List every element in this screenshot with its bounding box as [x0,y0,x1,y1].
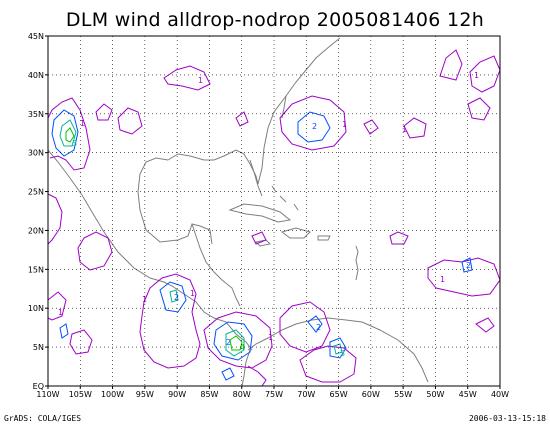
lat-tick-label: 20N [28,226,44,235]
contour-label: 1 [402,125,407,134]
contour-labels: 1 3 2 1 2 1 2 4 2 3 2 1 1 1 1 1 1 1 [58,71,479,358]
lon-tick-label: 80W [233,390,251,399]
lat-tick-label: 45N [28,32,44,41]
contour-label: 1 [190,289,195,298]
lon-tick-label: 75W [265,390,283,399]
lat-tick-label: 10N [28,304,44,313]
lat-tick-label: 25N [28,188,44,197]
credit-label: GrADS: COLA/IGES [4,414,82,423]
lon-tick-label: 70W [297,390,315,399]
contour-label: 1 [440,275,445,284]
contour-label: 3 [72,139,77,148]
contour-label: 1 [198,76,203,85]
contours-level-2 [51,109,473,381]
lon-tick-label: 65W [330,390,348,399]
contour-label: 1 [142,295,147,304]
lon-tick-label: 50W [426,390,444,399]
contour-label: 2 [312,122,317,131]
contour-label: 1 [342,120,347,129]
contour-label: 2 [226,338,231,347]
contour-label: 4 [240,343,245,352]
timestamp-label: 2006-03-13-15:18 [468,414,546,423]
lat-tick-labels: EQ 5N 10N 15N 20N 25N 30N 35N 40N 45N [28,32,48,391]
lat-tick-label: 15N [28,265,44,274]
lon-tick-label: 105W [69,390,92,399]
lon-tick-labels: 110W 105W 100W 95W 90W 85W 80W 75W 70W 65W 60W 55W 5… [36,386,509,399]
contour-label: 1 [58,308,63,317]
contours-level-1 [47,49,501,387]
contour-label: 3 [340,349,345,358]
lon-tick-label: 90W [168,390,186,399]
lat-tick-label: 30N [28,149,44,158]
map-title: DLM wind alldrop-nodrop 2005081406 12h [65,9,485,31]
lon-tick-label: 45W [459,390,477,399]
grid [48,36,500,386]
contours-level-4 [65,127,243,351]
lon-tick-label: 85W [200,390,218,399]
contour-label: 1 [474,71,479,80]
lat-tick-label: 40N [28,71,44,80]
contour-label: 1 [80,119,85,128]
contour-label: 1 [268,333,273,342]
coastlines [47,37,429,387]
contours-level-3 [59,119,343,357]
lon-tick-label: 95W [136,390,154,399]
lon-tick-label: 100W [101,390,124,399]
lat-tick-label: 35N [28,110,44,119]
contour-label: 2 [466,261,471,270]
contour-label: 2 [316,323,321,332]
lon-tick-label: 55W [394,390,412,399]
lat-tick-label: EQ [33,382,44,391]
lat-tick-label: 5N [33,343,44,352]
contour-label: 2 [174,293,179,302]
lon-tick-label: 60W [362,390,380,399]
lon-tick-label: 40W [491,390,509,399]
lon-tick-label: 110W [36,390,59,399]
